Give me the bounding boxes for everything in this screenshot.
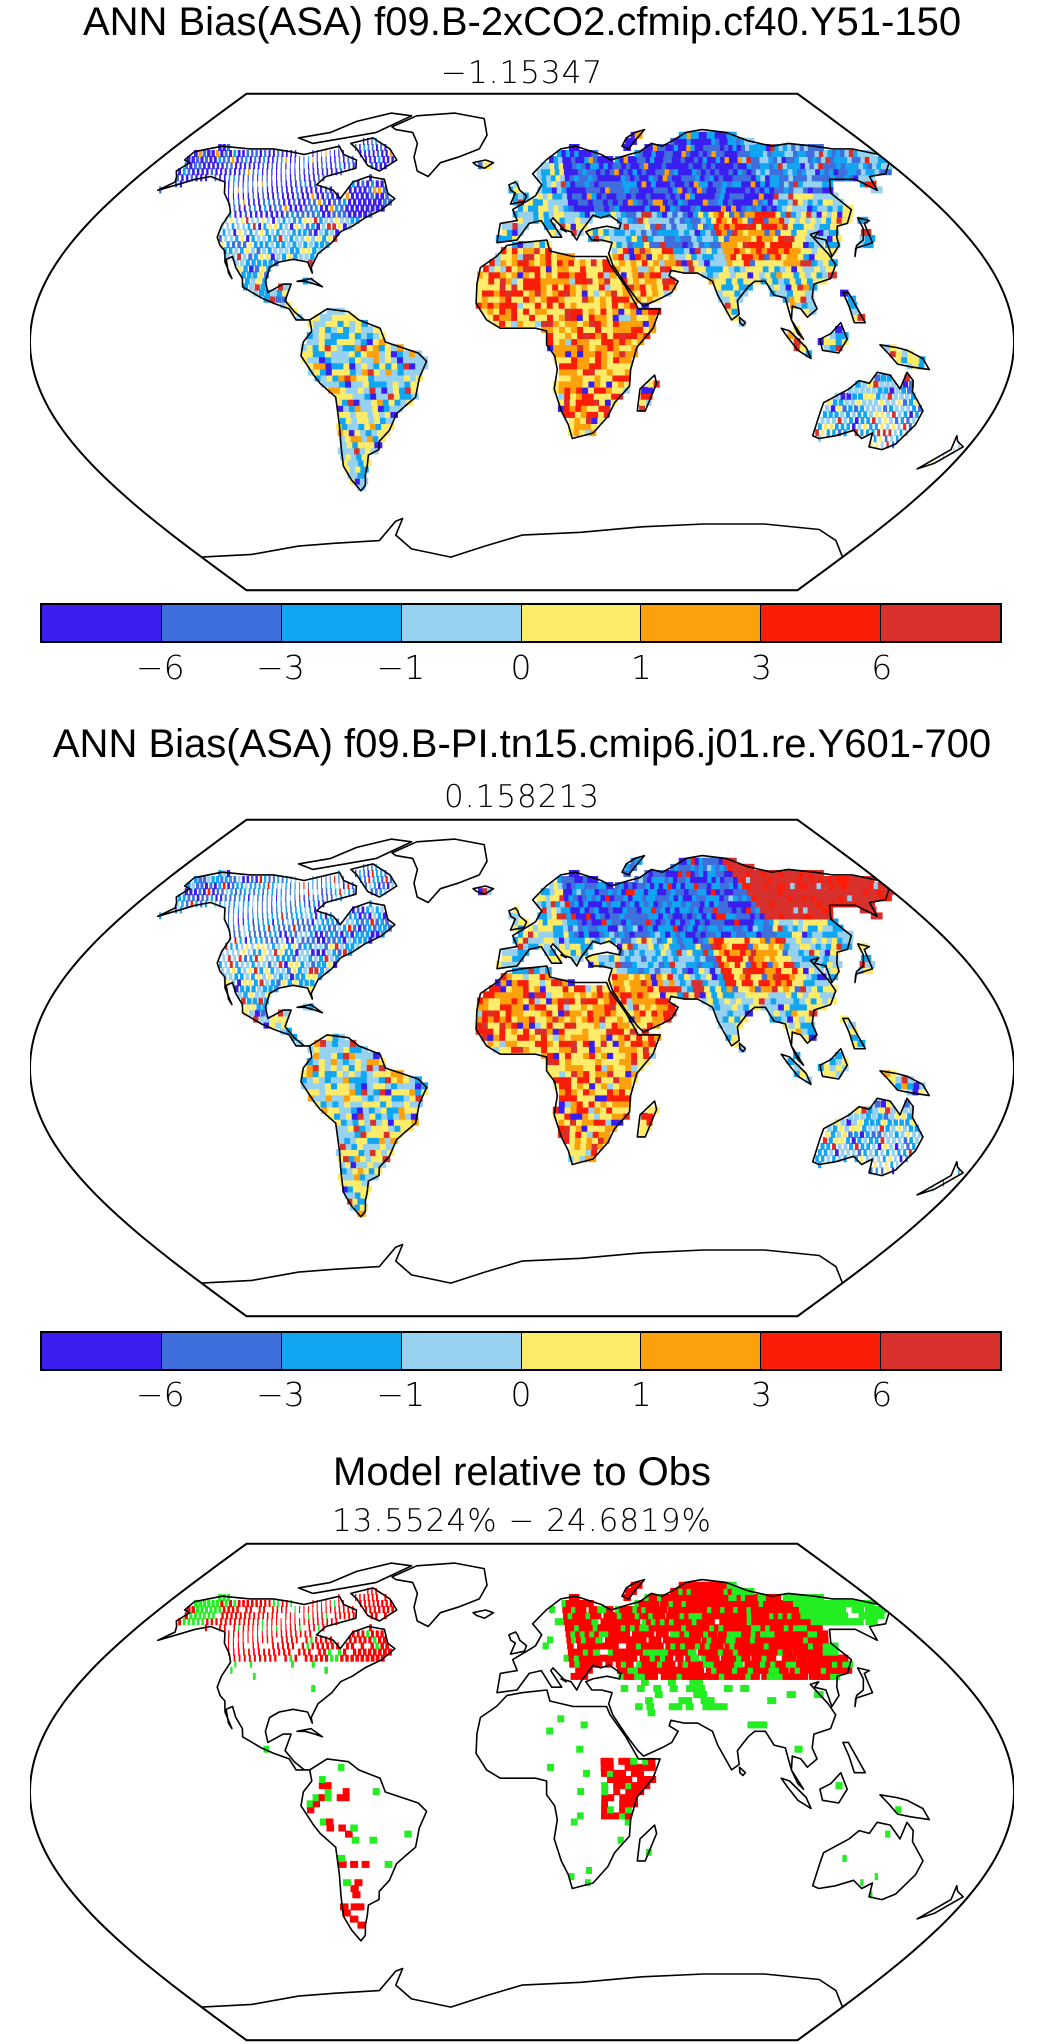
colorbar-tick-label: −3 bbox=[256, 1375, 305, 1414]
panel2-title: ANN Bias(ASA) f09.B-PI.tn15.cmip6.j01.re… bbox=[52, 722, 992, 766]
colorbar-tick-label: 3 bbox=[751, 1375, 772, 1414]
panel2-map-border bbox=[30, 818, 1014, 1318]
panel1-coastlines bbox=[157, 112, 964, 591]
panel3-map bbox=[30, 1542, 1014, 2042]
panel1-title: ANN Bias(ASA) f09.B-2xCO2.cfmip.cf40.Y51… bbox=[82, 0, 962, 44]
panel2-colorbar bbox=[40, 1331, 1002, 1371]
panel1-map-border bbox=[30, 92, 1014, 592]
colorbar-tick-label: −3 bbox=[256, 648, 305, 687]
colorbar-tick-label: −1 bbox=[376, 1375, 426, 1414]
panel1-colorbar-ticks: −6 −3 −1 0 1 3 6 bbox=[40, 648, 1002, 688]
colorbar-swatch bbox=[761, 1333, 882, 1369]
colorbar-swatch bbox=[42, 1333, 162, 1369]
colorbar-swatch bbox=[281, 605, 402, 641]
colorbar-swatch bbox=[401, 605, 522, 641]
panel3-title: Model relative to Obs bbox=[333, 1450, 711, 1494]
colorbar-tick-label: −6 bbox=[135, 648, 185, 687]
colorbar-swatch bbox=[161, 1333, 282, 1369]
colorbar-swatch bbox=[161, 605, 282, 641]
colorbar-tick-label: 6 bbox=[871, 1375, 893, 1414]
colorbar-tick-label: 1 bbox=[630, 1375, 652, 1414]
colorbar-tick-label: 3 bbox=[751, 648, 772, 687]
colorbar-tick-label: 1 bbox=[630, 648, 652, 687]
panel1-subtitle: −1.15347 bbox=[440, 55, 604, 91]
colorbar-swatch bbox=[761, 605, 882, 641]
colorbar-tick-label: 0 bbox=[510, 1375, 532, 1414]
colorbar-tick-label: −1 bbox=[376, 648, 426, 687]
colorbar-swatch bbox=[281, 1333, 402, 1369]
colorbar-swatch bbox=[641, 1333, 762, 1369]
panel2-colorbar-ticks: −6 −3 −1 0 1 3 6 bbox=[40, 1375, 1002, 1415]
colorbar-tick-label: 0 bbox=[510, 648, 532, 687]
colorbar-swatch bbox=[521, 605, 642, 641]
panel1-colorbar bbox=[40, 603, 1002, 643]
panel3-map-border bbox=[30, 1542, 1014, 2042]
colorbar-tick-label: 6 bbox=[871, 648, 893, 687]
panel2-map bbox=[30, 818, 1014, 1318]
panel1-field bbox=[159, 131, 960, 491]
panel3-field bbox=[178, 1581, 902, 1929]
panel2-field bbox=[159, 857, 960, 1217]
colorbar-swatch bbox=[881, 605, 1000, 641]
panel2-subtitle: 0.158213 bbox=[444, 779, 600, 815]
panel2-coastlines bbox=[157, 838, 964, 1317]
colorbar-swatch bbox=[42, 605, 162, 641]
panel3-subtitle: 13.5524% − 24.6819% bbox=[332, 1503, 712, 1539]
colorbar-swatch bbox=[641, 605, 762, 641]
colorbar-swatch bbox=[521, 1333, 642, 1369]
colorbar-swatch bbox=[881, 1333, 1000, 1369]
colorbar-tick-label: −6 bbox=[135, 1375, 185, 1414]
panel3-coastlines bbox=[157, 1562, 964, 2041]
panel1-map bbox=[30, 92, 1014, 592]
colorbar-swatch bbox=[401, 1333, 522, 1369]
